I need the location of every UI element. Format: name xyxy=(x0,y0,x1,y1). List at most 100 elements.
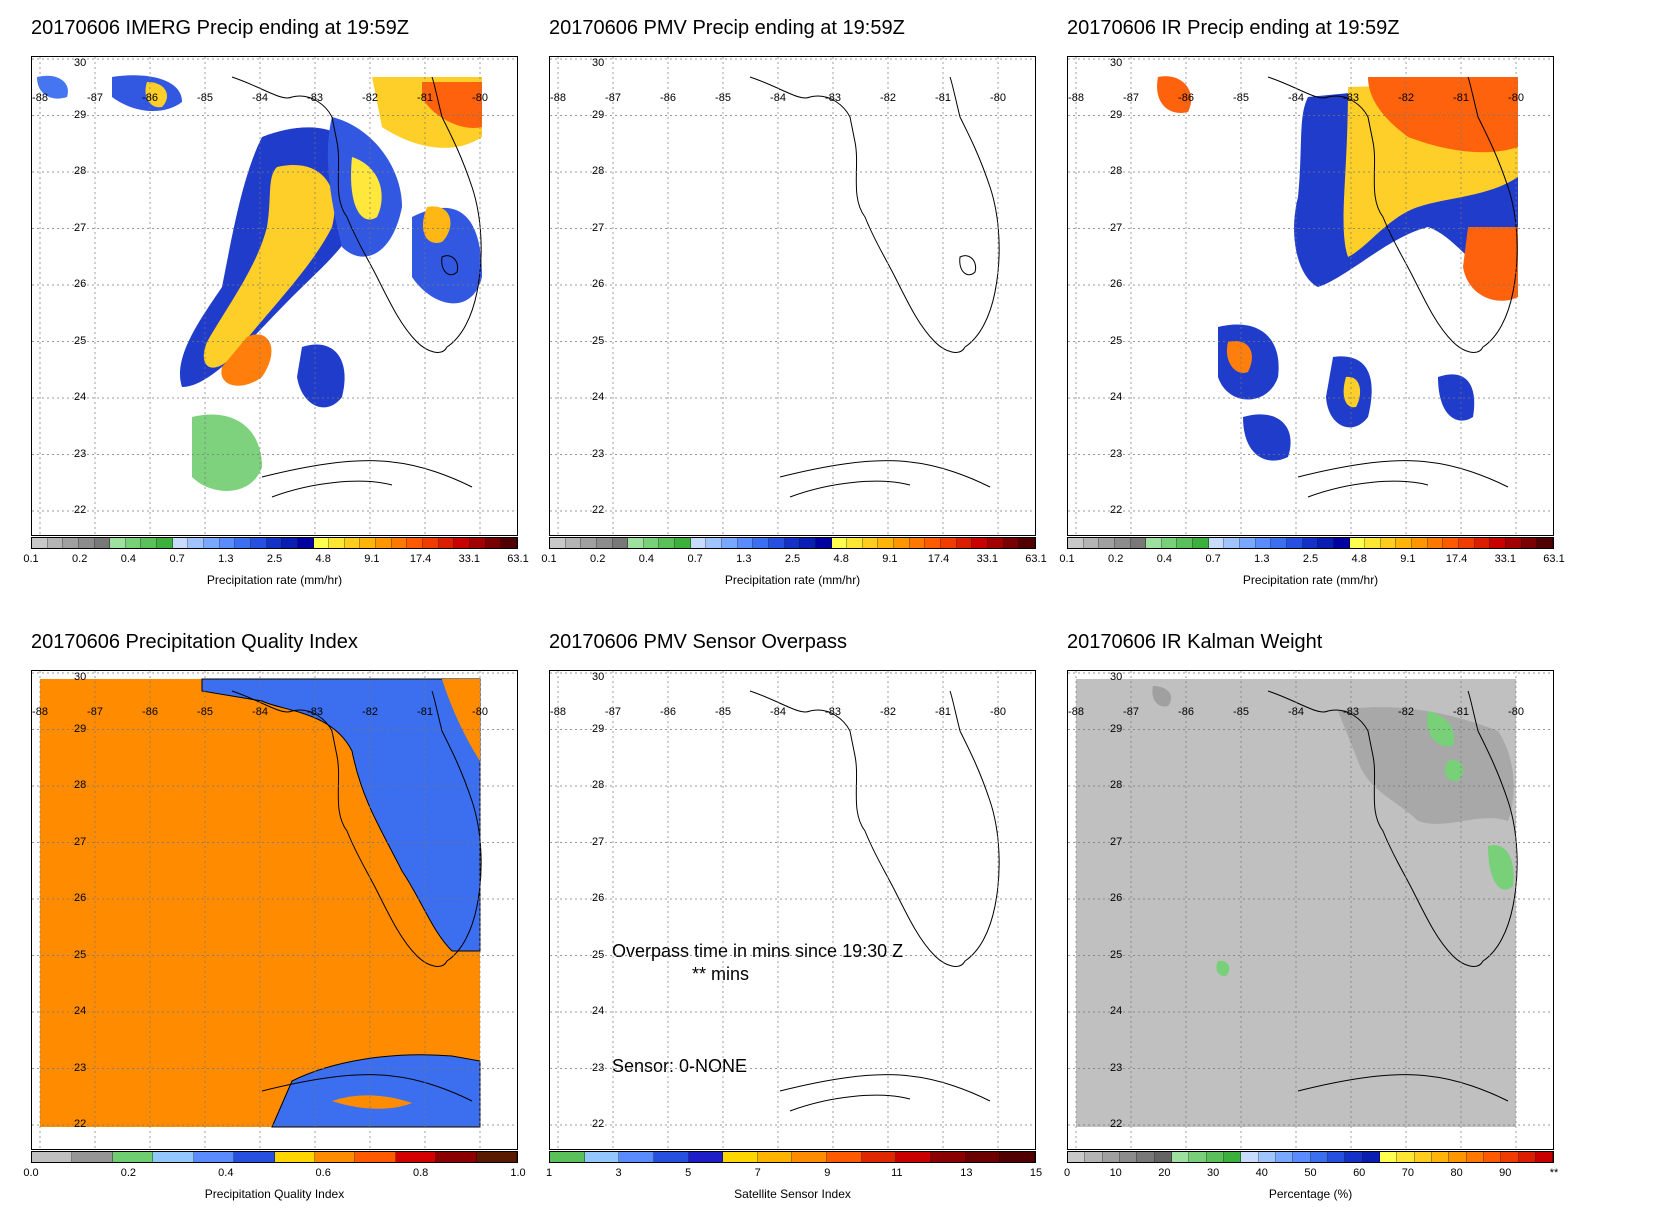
colorbar xyxy=(549,537,1036,549)
colorbar-swatch xyxy=(1459,538,1475,548)
colorbar-swatch xyxy=(78,538,95,548)
map-area: -88 -87 -86 -85 -84 -83 -82 -81 -80 30 29 28 27 26 25 2… xyxy=(1067,56,1554,536)
longitude-label: -86 xyxy=(142,92,158,104)
colorbar-tick-label: 17.4 xyxy=(927,553,950,565)
rain-blobs xyxy=(37,75,482,491)
colorbar-swatch xyxy=(1302,538,1319,548)
panel-title: 20170606 IR Kalman Weight xyxy=(1067,631,1323,653)
colorbar-swatch xyxy=(792,1152,828,1162)
lat-lon-grid xyxy=(32,57,517,535)
latitude-label: 29 xyxy=(1110,108,1123,121)
latitude-label: 22 xyxy=(1110,1118,1123,1130)
colorbar-swatch xyxy=(395,1152,437,1162)
latitude-label: 25 xyxy=(1110,948,1123,961)
map-area: Overpass time in mins since 19:30 Z ** m… xyxy=(549,670,1036,1150)
latitude-label: 30 xyxy=(592,671,605,683)
colorbar-swatch xyxy=(391,538,408,548)
colorbar-tick-label: 60 xyxy=(1353,1167,1366,1179)
colorbar-swatch xyxy=(1171,1152,1190,1162)
colorbar-tick-label: 4.8 xyxy=(315,553,331,565)
colorbar-swatch xyxy=(1206,1152,1224,1162)
colorbar-swatch xyxy=(172,538,189,548)
lat-lon-grid xyxy=(550,57,1035,535)
latitude-label: 26 xyxy=(592,278,605,290)
longitude-label: -82 xyxy=(362,92,378,104)
colorbar-tick-label: 0.7 xyxy=(687,553,703,565)
colorbar-swatch xyxy=(1099,538,1115,548)
colorbar-tick-label: 0.2 xyxy=(590,553,606,565)
colorbar-swatch xyxy=(1208,538,1225,548)
longitude-label: -81 xyxy=(1453,706,1469,718)
colorbar-tick-label: 3 xyxy=(615,1167,622,1179)
colorbar-swatch xyxy=(965,1152,1001,1162)
longitude-label: -88 xyxy=(1068,706,1084,718)
colorbar-swatch xyxy=(1255,538,1272,548)
latitude-label: 25 xyxy=(1110,334,1123,347)
colorbar-swatch xyxy=(1085,1152,1103,1162)
longitude-label: -87 xyxy=(605,92,621,104)
longitude-label: -84 xyxy=(252,706,268,718)
longitude-label: -88 xyxy=(1068,92,1084,104)
panel-pmv-precip: 20170606 PMV Precip ending at 19:59Z -88… xyxy=(541,17,1069,617)
colorbar xyxy=(31,1151,518,1163)
colorbar-swatch xyxy=(1114,538,1131,548)
panel-pqi: 20170606 Precipitation Quality Index -88… xyxy=(23,631,551,1231)
longitude-label: -85 xyxy=(1233,92,1249,104)
latitude-label: 30 xyxy=(1110,671,1123,683)
colorbar-swatch xyxy=(476,1152,518,1162)
latitude-label: 27 xyxy=(592,221,605,234)
colorbar-label: Precipitation Quality Index xyxy=(204,1187,345,1201)
colorbar-swatch xyxy=(193,1152,235,1162)
longitude-label: -86 xyxy=(660,92,676,104)
latitude-label: 28 xyxy=(74,165,87,177)
colorbar-label: Precipitation rate (mm/hr) xyxy=(206,573,343,587)
colorbar-swatch xyxy=(219,538,236,548)
colorbar-swatch xyxy=(1474,538,1491,548)
colorbar-tick-label: 63.1 xyxy=(1543,553,1565,565)
precip-field-ir xyxy=(1157,76,1518,461)
longitude-label: -87 xyxy=(1123,706,1139,718)
longitude-label: -86 xyxy=(1178,706,1194,718)
longitude-label: -87 xyxy=(1123,92,1139,104)
colorbar-swatch xyxy=(1293,1152,1311,1162)
colorbar-tick-label: 9 xyxy=(824,1167,831,1179)
colorbar-ticks: 0.1 0.2 0.4 0.7 1.3 2.5 4.8 9.1 17.4 33.1 63.1 xyxy=(1059,553,1564,569)
colorbar-swatch xyxy=(550,1152,585,1162)
colorbar-swatch xyxy=(110,538,126,548)
latitude-label: 29 xyxy=(1110,722,1123,735)
latitude-label: 22 xyxy=(592,504,605,516)
colorbar-swatch xyxy=(1130,538,1147,548)
overpass-time-label: Overpass time in mins since 19:30 Z xyxy=(612,941,904,961)
longitude-label: -85 xyxy=(715,706,731,718)
colorbar-swatch xyxy=(784,538,801,548)
panel-title: 20170606 Precipitation Quality Index xyxy=(31,631,358,653)
colorbar-swatch xyxy=(1443,538,1460,548)
longitude-label: -88 xyxy=(32,92,48,104)
longitude-label: -80 xyxy=(990,92,1006,104)
map-area: -88 -87 -86 -85 -84 -83 -82 -81 -80 30 29 28 27 26 25 2… xyxy=(1067,670,1554,1150)
longitude-label: -84 xyxy=(770,706,786,718)
latitude-label: 30 xyxy=(74,671,87,683)
longitude-label: -82 xyxy=(362,706,378,718)
colorbar-swatch xyxy=(1380,538,1397,548)
colorbar-swatch xyxy=(32,538,48,548)
latitude-label: 26 xyxy=(1110,892,1123,904)
colorbar-swatch xyxy=(188,538,205,548)
colorbar-swatch xyxy=(1154,1152,1172,1162)
colorbar-swatch xyxy=(1397,1152,1415,1162)
colorbar-tick-label: 0.4 xyxy=(1156,553,1173,565)
colorbar-tick-label: 33.1 xyxy=(1494,553,1517,565)
colorbar-swatch xyxy=(1000,1152,1035,1162)
colorbar-swatch xyxy=(1193,538,1209,548)
colorbar-swatch xyxy=(847,538,863,548)
colorbar-swatch xyxy=(469,538,486,548)
colorbar-swatch xyxy=(344,538,361,548)
colorbar xyxy=(1067,537,1554,549)
latitude-label: 24 xyxy=(74,1005,87,1017)
longitude-label: -80 xyxy=(1508,92,1524,104)
colorbar-swatch xyxy=(1521,538,1538,548)
colorbar-swatch xyxy=(1102,1152,1120,1162)
colorbar-swatch xyxy=(204,538,220,548)
colorbar-tick-label: 63.1 xyxy=(507,553,529,565)
colorbar-swatch xyxy=(894,538,910,548)
